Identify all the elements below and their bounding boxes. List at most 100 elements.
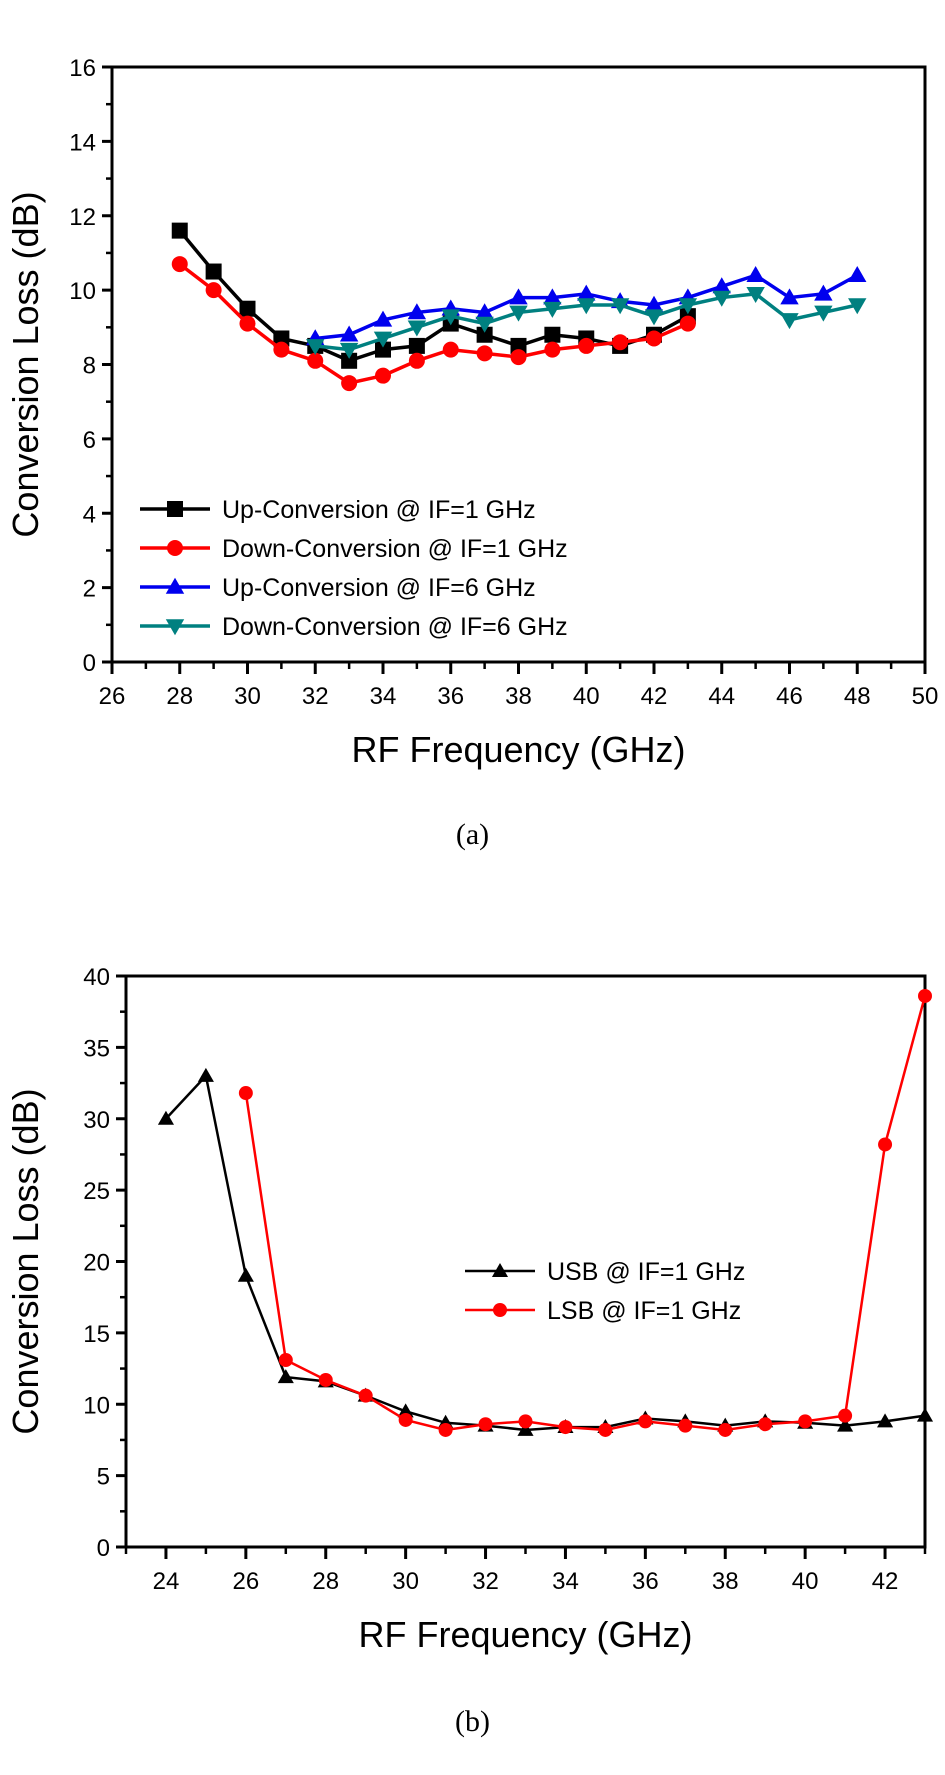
data-point: [780, 313, 799, 330]
data-point: [171, 256, 188, 273]
data-point: [679, 315, 696, 332]
data-point: [475, 316, 494, 333]
data-point: [510, 349, 527, 366]
data-point: [712, 290, 731, 307]
x-tick-label: 42: [872, 1568, 899, 1595]
y-axis-title: Conversion Loss (dB): [5, 1088, 46, 1434]
data-point: [341, 352, 358, 369]
x-tick-label: 46: [776, 683, 803, 710]
data-point: [205, 282, 222, 299]
x-tick-label: 36: [632, 1568, 659, 1595]
y-tick-label: 30: [83, 1107, 110, 1134]
data-point: [558, 1420, 573, 1435]
data-point: [712, 277, 731, 294]
data-point: [598, 1422, 613, 1437]
legend-label: Down-Conversion @ IF=1 GHz: [222, 535, 568, 563]
data-point: [339, 325, 359, 342]
y-tick-label: 12: [69, 204, 96, 231]
legend-marker: [165, 619, 185, 636]
series-line: [165, 1073, 926, 1432]
x-axis-title: RF Frequency (GHz): [358, 1614, 692, 1655]
data-point: [837, 1417, 854, 1432]
data-point: [610, 298, 630, 315]
data-point: [442, 341, 459, 358]
data-point: [407, 320, 427, 337]
data-point: [438, 1422, 453, 1437]
x-tick-label: 30: [392, 1568, 419, 1595]
x-tick-label: 24: [153, 1568, 180, 1595]
y-tick-label: 10: [69, 278, 96, 305]
legend-item: LSB @ IF=1 GHz: [465, 1297, 741, 1325]
data-point: [397, 1403, 414, 1418]
x-tick-label: 50: [912, 683, 939, 710]
series-0: [171, 222, 696, 369]
data-point: [814, 284, 833, 301]
data-point: [838, 1408, 853, 1423]
y-tick-label: 4: [83, 501, 96, 528]
data-point: [373, 310, 393, 327]
y-tick-label: 0: [83, 650, 96, 677]
legend-label: Up-Conversion @ IF=6 GHz: [222, 574, 536, 602]
x-tick-label: 48: [844, 683, 871, 710]
data-point: [239, 300, 256, 317]
data-point: [848, 266, 867, 283]
legend-marker: [167, 501, 183, 517]
y-tick-label: 0: [97, 1535, 110, 1562]
x-tick-label: 40: [792, 1568, 819, 1595]
data-point: [238, 1086, 253, 1101]
y-tick-label: 2: [83, 576, 96, 603]
data-point: [577, 298, 596, 315]
y-tick-label: 35: [83, 1035, 110, 1062]
data-point: [239, 315, 256, 332]
data-point: [543, 288, 562, 305]
y-tick-label: 20: [83, 1250, 110, 1277]
data-point: [877, 1413, 894, 1428]
y-tick-label: 8: [83, 353, 96, 380]
data-point: [916, 1407, 934, 1422]
data-point: [517, 1421, 534, 1436]
data-point: [718, 1422, 733, 1437]
series-line: [244, 995, 927, 1432]
data-point: [544, 326, 561, 343]
data-point: [814, 305, 833, 322]
data-point: [237, 1267, 254, 1282]
caption-a: (a): [455, 818, 490, 851]
data-point: [577, 284, 596, 301]
data-point: [171, 222, 188, 239]
data-point: [780, 288, 799, 305]
y-tick-label: 14: [69, 129, 96, 156]
data-point: [408, 352, 425, 369]
data-point: [373, 331, 393, 348]
y-tick-label: 5: [97, 1464, 110, 1491]
legend-item: USB @ IF=1 GHz: [465, 1258, 745, 1286]
x-tick-label: 32: [302, 683, 329, 710]
data-point: [157, 1110, 174, 1125]
data-point: [475, 303, 494, 320]
x-tick-label: 34: [552, 1568, 579, 1595]
data-point: [878, 1137, 893, 1152]
legend-label: Down-Conversion @ IF=6 GHz: [222, 613, 568, 641]
legend-item: Down-Conversion @ IF=1 GHz: [140, 535, 568, 563]
chart-b: 0 5 10 15 20 25 30 35 40 24 26 28 30 32 34 36 38 40 42 RF F…: [5, 964, 934, 1655]
data-point: [678, 1418, 693, 1433]
data-point: [638, 1414, 653, 1429]
x-tick-label: 40: [573, 683, 600, 710]
data-point: [758, 1417, 773, 1432]
legend-marker: [167, 540, 183, 556]
x-tick-label: 28: [166, 683, 193, 710]
y-tick-label: 15: [83, 1321, 110, 1348]
data-point: [644, 309, 664, 326]
y-tick-label: 10: [83, 1392, 110, 1419]
legend-label: LSB @ IF=1 GHz: [547, 1297, 741, 1325]
x-tick-label: 38: [712, 1568, 739, 1595]
x-tick-label: 44: [708, 683, 735, 710]
legend-label: Up-Conversion @ IF=1 GHz: [222, 496, 536, 524]
x-tick-label: 36: [437, 683, 464, 710]
data-point: [478, 1417, 493, 1432]
legend-marker: [165, 577, 185, 594]
data-point: [341, 375, 358, 392]
data-point: [646, 330, 662, 347]
data-point: [307, 352, 324, 369]
caption-b: (b): [455, 1705, 490, 1738]
